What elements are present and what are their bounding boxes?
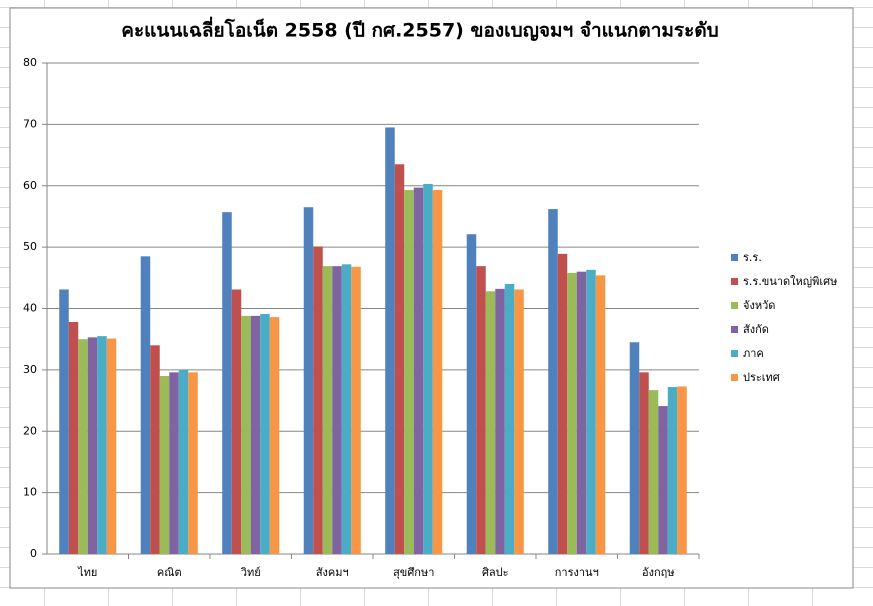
bar xyxy=(269,317,280,554)
bar xyxy=(576,271,587,554)
bar xyxy=(476,266,486,554)
bar xyxy=(169,372,179,554)
bar xyxy=(68,322,79,554)
x-tick-label: วิทย์ xyxy=(240,566,261,579)
legend-label: สังกัด xyxy=(743,323,769,336)
bar xyxy=(78,339,88,554)
bar xyxy=(504,283,515,554)
y-tick-label: 0 xyxy=(30,547,37,560)
y-tick-label: 50 xyxy=(23,240,37,253)
bar xyxy=(658,406,668,554)
bar xyxy=(150,345,160,554)
bar xyxy=(106,338,117,554)
y-tick-label: 30 xyxy=(23,363,37,376)
legend-swatch xyxy=(731,278,738,285)
bar xyxy=(495,288,505,554)
bar xyxy=(557,253,568,554)
bar xyxy=(59,289,69,554)
bar xyxy=(303,207,314,554)
y-tick-label: 70 xyxy=(23,117,37,130)
bar xyxy=(677,386,687,554)
bar xyxy=(394,164,405,555)
bar xyxy=(87,337,98,554)
x-tick-label: อังกฤษ xyxy=(642,566,675,579)
bar xyxy=(231,289,242,554)
legend-label: ร.ร.ขนาดใหญ่พิเศษ xyxy=(743,275,837,288)
bar xyxy=(222,212,232,555)
legend-swatch xyxy=(731,326,738,333)
bar xyxy=(595,275,606,554)
x-tick-label: คณิต xyxy=(157,566,182,579)
x-tick-label: ศิลปะ xyxy=(482,566,509,579)
bar xyxy=(514,289,524,554)
bar xyxy=(466,234,477,554)
bar xyxy=(332,266,342,554)
x-tick-label: สังคมฯ xyxy=(316,566,349,579)
legend-swatch xyxy=(731,302,738,309)
legend-label: ภาค xyxy=(743,347,764,360)
legend-label: ร.ร. xyxy=(743,251,762,264)
legend-label: จังหวัด xyxy=(743,299,775,312)
y-tick-label: 10 xyxy=(23,486,37,499)
bar xyxy=(260,314,270,554)
bar xyxy=(341,264,352,554)
legend-label: ประเทศ xyxy=(743,371,780,384)
bar xyxy=(639,372,649,554)
bar xyxy=(667,387,678,554)
x-tick-label: การงานฯ xyxy=(555,566,599,579)
bar xyxy=(404,190,414,554)
bar xyxy=(351,266,361,554)
bar xyxy=(313,246,323,555)
bar xyxy=(485,291,496,554)
bar xyxy=(432,190,443,554)
bar xyxy=(188,372,198,554)
bar xyxy=(413,187,424,554)
bar xyxy=(140,256,151,554)
legend-swatch xyxy=(731,254,738,261)
chart-title: คะแนนเฉลี่ยโอเน็ต 2558 (ปี กศ.2557) ของเ… xyxy=(121,17,718,42)
bar xyxy=(97,336,107,554)
bar xyxy=(423,183,433,554)
x-tick-label: สุขศึกษา xyxy=(393,566,434,579)
bar xyxy=(648,390,659,554)
legend-swatch xyxy=(731,374,738,381)
bar xyxy=(586,269,596,554)
bar xyxy=(385,127,395,554)
bar xyxy=(241,315,251,554)
bar xyxy=(567,272,577,554)
y-tick-label: 20 xyxy=(23,424,37,437)
y-tick-label: 60 xyxy=(23,179,37,192)
bar xyxy=(629,342,640,554)
y-tick-label: 80 xyxy=(23,56,37,69)
bar xyxy=(548,209,558,554)
bar xyxy=(322,266,333,554)
y-tick-label: 40 xyxy=(23,302,37,315)
legend-swatch xyxy=(731,350,738,357)
x-tick-label: ไทย xyxy=(77,566,97,579)
bar xyxy=(250,315,261,554)
bar xyxy=(159,376,170,554)
bar xyxy=(178,369,189,554)
